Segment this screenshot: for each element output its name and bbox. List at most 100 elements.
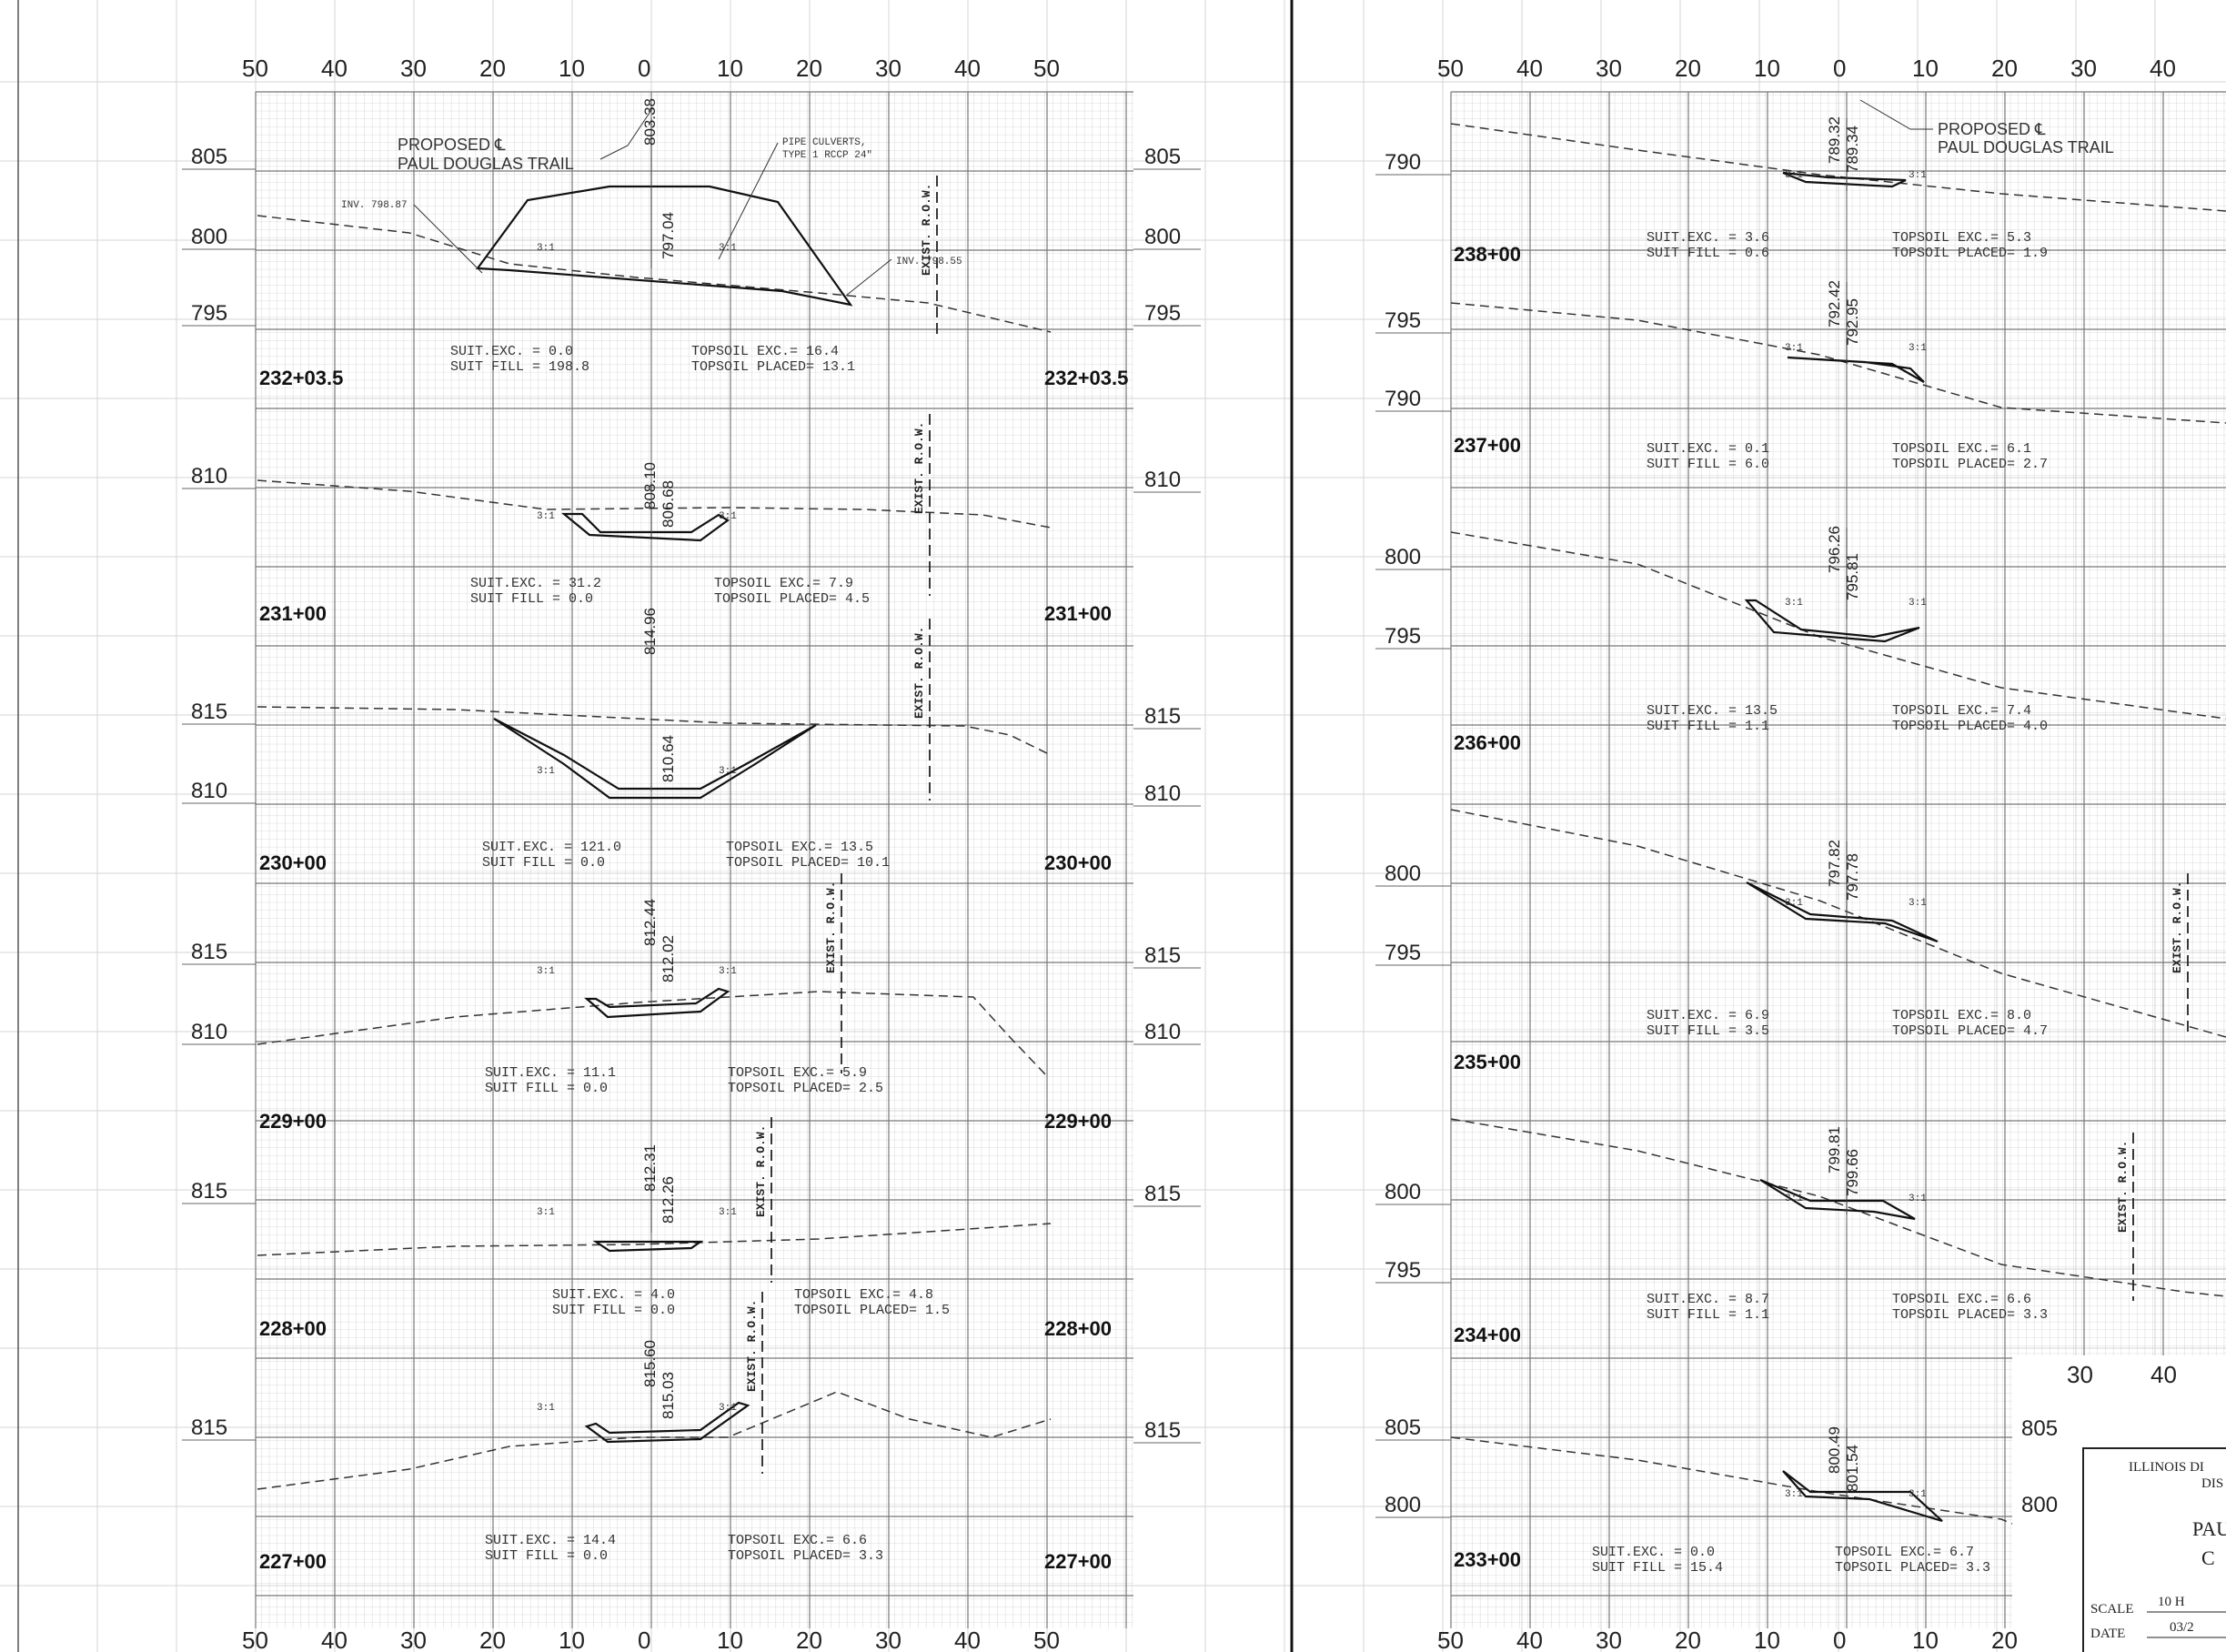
pipe-culvert-note: PIPE CULVERTS, — [782, 137, 866, 148]
elevation-label: 795 — [1385, 308, 1421, 333]
elevation-label-left: 810 — [191, 1020, 227, 1044]
axis-label-bottom: 50 — [242, 1627, 268, 1652]
axis-label-top: 20 — [1675, 55, 1701, 82]
elevation-label-right: 810 — [1144, 781, 1181, 806]
right-of-way-label: EXIST. R.O.W. — [912, 627, 926, 719]
callout-leader — [1859, 99, 1933, 130]
proposed-section — [584, 987, 730, 1019]
axis-label-bottom: 10 — [559, 1627, 585, 1652]
axis-label-top: 50 — [1437, 55, 1464, 82]
elevation-label-left: 810 — [191, 779, 227, 803]
centerline-elev-upper: 797.82 — [1826, 840, 1843, 887]
inset-elev-label: 805 — [2021, 1416, 2058, 1441]
slope-label: 3:1 — [1909, 898, 1927, 909]
right-of-way-label: EXIST. R.O.W. — [745, 1300, 759, 1392]
station-label-left: 229+00 — [259, 1110, 327, 1133]
elevation-label-left: 815 — [191, 1415, 227, 1440]
slope-label: 3:1 — [1785, 170, 1803, 181]
station-label-right: 230+00 — [1044, 851, 1112, 874]
suitable-excavation-qty: SUIT.EXC. = 4.0 — [552, 1287, 675, 1303]
station-label: 235+00 — [1454, 1051, 1521, 1073]
proposed-section — [493, 718, 817, 800]
centerline-elev-upper: 812.31 — [641, 1144, 659, 1192]
suitable-fill-qty: SUIT FILL = 3.5 — [1647, 1023, 1769, 1039]
suitable-excavation-qty: SUIT.EXC. = 0.0 — [1592, 1545, 1715, 1560]
axis-label-bottom: 30 — [875, 1627, 901, 1652]
slope-label: 3:1 — [719, 766, 737, 777]
title-block-agency: ILLINOIS DI — [2129, 1460, 2204, 1475]
trail-name-callout: PAUL DOUGLAS TRAIL — [1938, 138, 2114, 156]
right-of-way-label: EXIST. R.O.W. — [912, 422, 926, 514]
proposed-section — [475, 185, 853, 307]
axis-label-top: 10 — [559, 55, 585, 82]
centerline-elev-upper: 796.26 — [1826, 526, 1843, 573]
axis-label-top: 10 — [1912, 55, 1939, 82]
elevation-label: 800 — [1385, 545, 1421, 569]
axis-label-bottom: 0 — [1833, 1627, 1846, 1652]
axis-label-top: 40 — [321, 55, 347, 82]
topsoil-placed-qty: TOPSOIL PLACED= 2.5 — [728, 1081, 883, 1096]
inset-axis-label: 30 — [2067, 1361, 2093, 1388]
suitable-excavation-qty: SUIT.EXC. = 14.4 — [485, 1533, 616, 1548]
centerline-elev-lower: 799.66 — [1844, 1149, 1861, 1196]
topsoil-excavation-qty: TOPSOIL EXC.= 4.8 — [794, 1287, 933, 1303]
station-label-left: 228+00 — [259, 1317, 327, 1340]
axis-label-top: 30 — [875, 55, 901, 82]
suitable-fill-qty: SUIT FILL = 6.0 — [1647, 457, 1769, 472]
slope-label: 3:1 — [1909, 598, 1927, 609]
existing-ground-line — [257, 991, 1047, 1076]
minor-grid — [256, 92, 1133, 1628]
existing-ground-line — [257, 706, 1052, 756]
right-of-way-label: EXIST. R.O.W. — [2171, 881, 2184, 973]
elevation-label: 790 — [1385, 150, 1421, 175]
suitable-excavation-qty: SUIT.EXC. = 13.5 — [1647, 703, 1778, 719]
station-label-left: 227+00 — [259, 1550, 327, 1573]
topsoil-excavation-qty: TOPSOIL EXC.= 7.4 — [1892, 703, 2031, 719]
inset-elev-label: 800 — [2021, 1493, 2058, 1517]
suitable-fill-qty: SUIT FILL = 0.0 — [552, 1303, 675, 1318]
centerline-elev-upper: 812.44 — [641, 899, 659, 946]
station-label-right: 229+00 — [1044, 1110, 1112, 1133]
axis-label-bottom: 50 — [1033, 1627, 1060, 1652]
invert-left-leader — [413, 204, 483, 274]
axis-label-top: 10 — [717, 55, 743, 82]
suitable-fill-qty: SUIT FILL = 0.0 — [485, 1081, 608, 1096]
slope-label: 3:1 — [1785, 1194, 1803, 1204]
elevation-label: 800 — [1385, 861, 1421, 886]
existing-ground-line — [257, 215, 1052, 333]
suitable-fill-qty: SUIT FILL = 1.1 — [1647, 1307, 1769, 1323]
axis-label-bottom: 20 — [479, 1627, 506, 1652]
station-label-right: 227+00 — [1044, 1550, 1112, 1573]
slope-label: 3:1 — [1785, 898, 1803, 909]
station-label-left: 231+00 — [259, 602, 327, 625]
axis-label-bottom: 0 — [638, 1627, 650, 1652]
topsoil-excavation-qty: TOPSOIL EXC.= 6.6 — [1892, 1292, 2031, 1307]
topsoil-placed-qty: TOPSOIL PLACED= 3.3 — [1892, 1307, 2048, 1323]
right-of-way-label: EXIST. R.O.W. — [2116, 1141, 2130, 1233]
existing-ground-line — [1450, 1118, 2226, 1297]
topsoil-placed-qty: TOPSOIL PLACED= 4.7 — [1892, 1023, 2048, 1039]
centerline-elev-upper: 808.10 — [641, 462, 659, 509]
slope-label: 3:1 — [1909, 1194, 1927, 1204]
axis-label-bottom: 10 — [1912, 1627, 1939, 1652]
title-block-project: PAU — [2192, 1517, 2226, 1540]
centerline-elev-upper: 800.49 — [1826, 1426, 1843, 1474]
station-label: 234+00 — [1454, 1324, 1521, 1346]
centerline-elev-upper: 815.60 — [641, 1340, 659, 1387]
proposed-section — [1787, 356, 1925, 383]
axis-label-bottom: 50 — [1437, 1627, 1464, 1652]
slope-label: 3:1 — [719, 511, 737, 522]
topsoil-excavation-qty: TOPSOIL EXC.= 6.1 — [1892, 441, 2031, 457]
topsoil-placed-qty: TOPSOIL PLACED= 13.1 — [691, 359, 855, 375]
axis-label-top: 40 — [2150, 55, 2176, 82]
axis-label-top: 50 — [242, 55, 268, 82]
axis-label-bottom: 10 — [1754, 1627, 1780, 1652]
elevation-label: 805 — [1385, 1415, 1421, 1440]
topsoil-placed-qty: TOPSOIL PLACED= 4.5 — [714, 591, 870, 607]
proposed-centerline-callout: PROPOSED ℄ — [1938, 120, 2046, 138]
axis-label-top: 10 — [1754, 55, 1780, 82]
suitable-fill-qty: SUIT FILL = 15.4 — [1592, 1560, 1723, 1576]
axis-label-top: 30 — [400, 55, 427, 82]
suitable-fill-qty: SUIT FILL = 0.0 — [470, 591, 593, 607]
